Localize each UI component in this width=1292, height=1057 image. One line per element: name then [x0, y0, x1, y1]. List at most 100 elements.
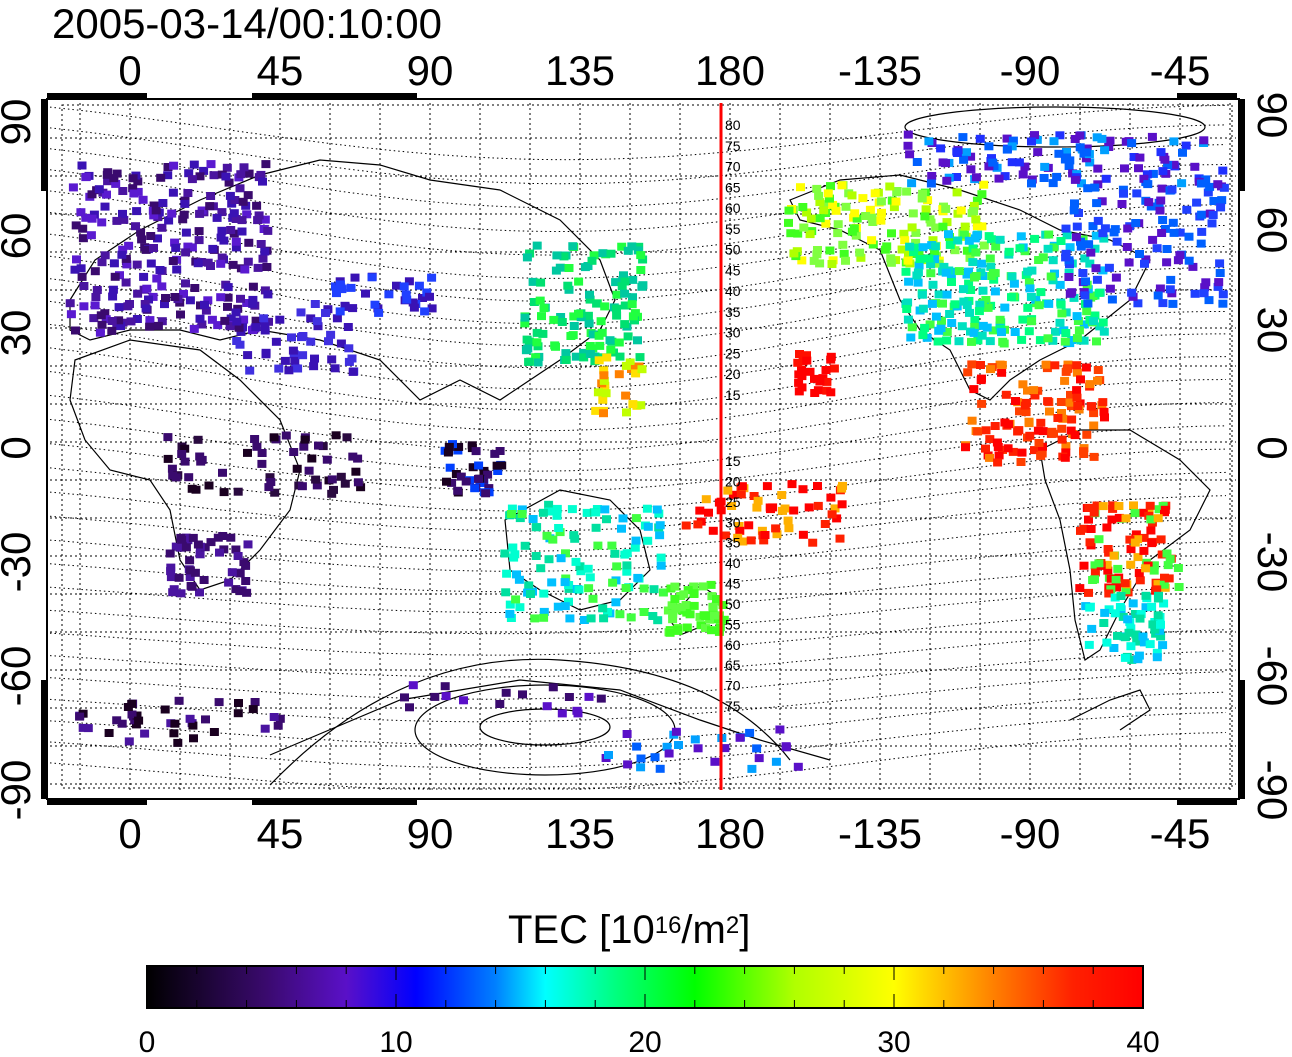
- mag-lat-line: [49, 671, 1227, 723]
- tec-cell: [1085, 158, 1095, 167]
- tec-cell: [1024, 278, 1034, 287]
- tec-cell: [621, 391, 631, 400]
- tec-cell: [1121, 137, 1131, 146]
- tec-cell: [1197, 227, 1207, 236]
- tec-cell: [826, 493, 836, 502]
- tec-cell: [500, 549, 510, 558]
- tec-cell: [1100, 608, 1110, 617]
- tec-cell: [889, 203, 899, 212]
- tec-cell: [833, 229, 843, 238]
- tec-cell: [1084, 503, 1094, 512]
- tec-cell: [1049, 137, 1059, 146]
- tec-cell: [260, 322, 270, 330]
- tec-cell: [606, 345, 616, 354]
- mag-lat-label-south: 75: [725, 698, 741, 714]
- tec-cell: [1092, 133, 1102, 142]
- tec-cell: [995, 315, 1005, 324]
- tec-cell: [165, 549, 175, 558]
- tec-cell: [1101, 174, 1111, 183]
- tec-cell: [409, 303, 419, 312]
- tec-cell: [1016, 458, 1026, 466]
- tec-cell: [1102, 523, 1112, 532]
- tec-cell: [1167, 185, 1177, 194]
- tec-cell: [332, 314, 342, 323]
- tec-cell: [913, 268, 923, 277]
- tec-cell: [1204, 296, 1214, 305]
- tec-cell: [576, 567, 586, 576]
- tec-cell: [181, 228, 191, 237]
- tec-cell: [1044, 230, 1054, 239]
- tec-cell: [118, 209, 127, 218]
- tec-cell: [236, 294, 245, 303]
- tec-cell: [945, 240, 955, 249]
- tec-cell: [620, 277, 630, 286]
- tec-cell: [839, 249, 849, 258]
- tec-cell: [324, 337, 333, 346]
- tec-cell: [195, 172, 205, 181]
- tec-cell: [1034, 256, 1044, 264]
- tec-cell: [707, 592, 717, 601]
- tec-cell: [188, 533, 198, 542]
- tec-cell: [231, 237, 241, 246]
- tec-cell: [1123, 224, 1133, 233]
- tec-cell: [837, 484, 847, 493]
- tec-cell: [517, 510, 527, 518]
- tec-cell: [443, 448, 453, 457]
- tec-cell: [841, 202, 851, 211]
- tec-cell: [76, 264, 86, 273]
- tec-cell: [1084, 240, 1094, 249]
- tec-cell: [1081, 277, 1090, 286]
- tec-cell: [810, 389, 820, 397]
- tec-cell: [226, 314, 236, 323]
- tec-cell: [81, 213, 91, 222]
- tec-cell: [1045, 407, 1054, 416]
- tec-cell: [861, 212, 871, 220]
- tec-cell: [336, 283, 346, 292]
- tec-cell: [1163, 161, 1173, 169]
- tec-cell: [163, 454, 173, 463]
- tec-cell: [1051, 327, 1060, 336]
- tec-cell: [167, 464, 177, 473]
- tec-cell: [1108, 504, 1118, 513]
- tec-cell: [1169, 228, 1179, 237]
- tec-cell: [326, 330, 336, 339]
- tec-cell: [631, 514, 641, 523]
- tec-cell: [217, 253, 227, 262]
- tec-cell: [622, 561, 632, 570]
- tec-cell: [346, 283, 356, 292]
- tec-cell: [977, 259, 986, 268]
- tec-cell: [1033, 148, 1043, 157]
- tec-cell: [232, 317, 242, 326]
- tec-cell: [555, 528, 565, 537]
- tec-cell: [974, 307, 984, 316]
- tec-cell: [1027, 179, 1036, 188]
- tec-cell: [633, 246, 643, 255]
- tec-cell: [533, 358, 543, 367]
- tec-cell: [642, 504, 652, 513]
- tec-cell: [87, 214, 97, 223]
- tec-cell: [648, 612, 658, 620]
- tec-cell: [117, 719, 127, 728]
- tec-cell: [1056, 237, 1066, 245]
- tec-cell: [772, 530, 782, 539]
- tec-cell: [195, 550, 205, 559]
- tec-cell: [1168, 218, 1178, 227]
- tec-cell: [242, 588, 252, 597]
- tec-cell: [263, 226, 273, 235]
- tec-cell: [75, 712, 85, 721]
- tec-cell: [440, 682, 450, 691]
- tec-cell: [218, 468, 227, 477]
- tec-cell: [589, 251, 599, 260]
- right-lat-label: 60: [1249, 207, 1292, 254]
- tec-cell: [1104, 589, 1114, 598]
- tec-cell: [512, 570, 521, 579]
- tec-cell: [1126, 642, 1136, 651]
- tec-cell: [1081, 148, 1091, 157]
- tec-cell: [747, 764, 757, 773]
- tec-cell: [603, 607, 612, 616]
- tec-cell: [656, 561, 666, 570]
- tec-cell: [794, 378, 804, 387]
- tec-cell: [492, 461, 502, 470]
- tec-cell: [1121, 514, 1131, 523]
